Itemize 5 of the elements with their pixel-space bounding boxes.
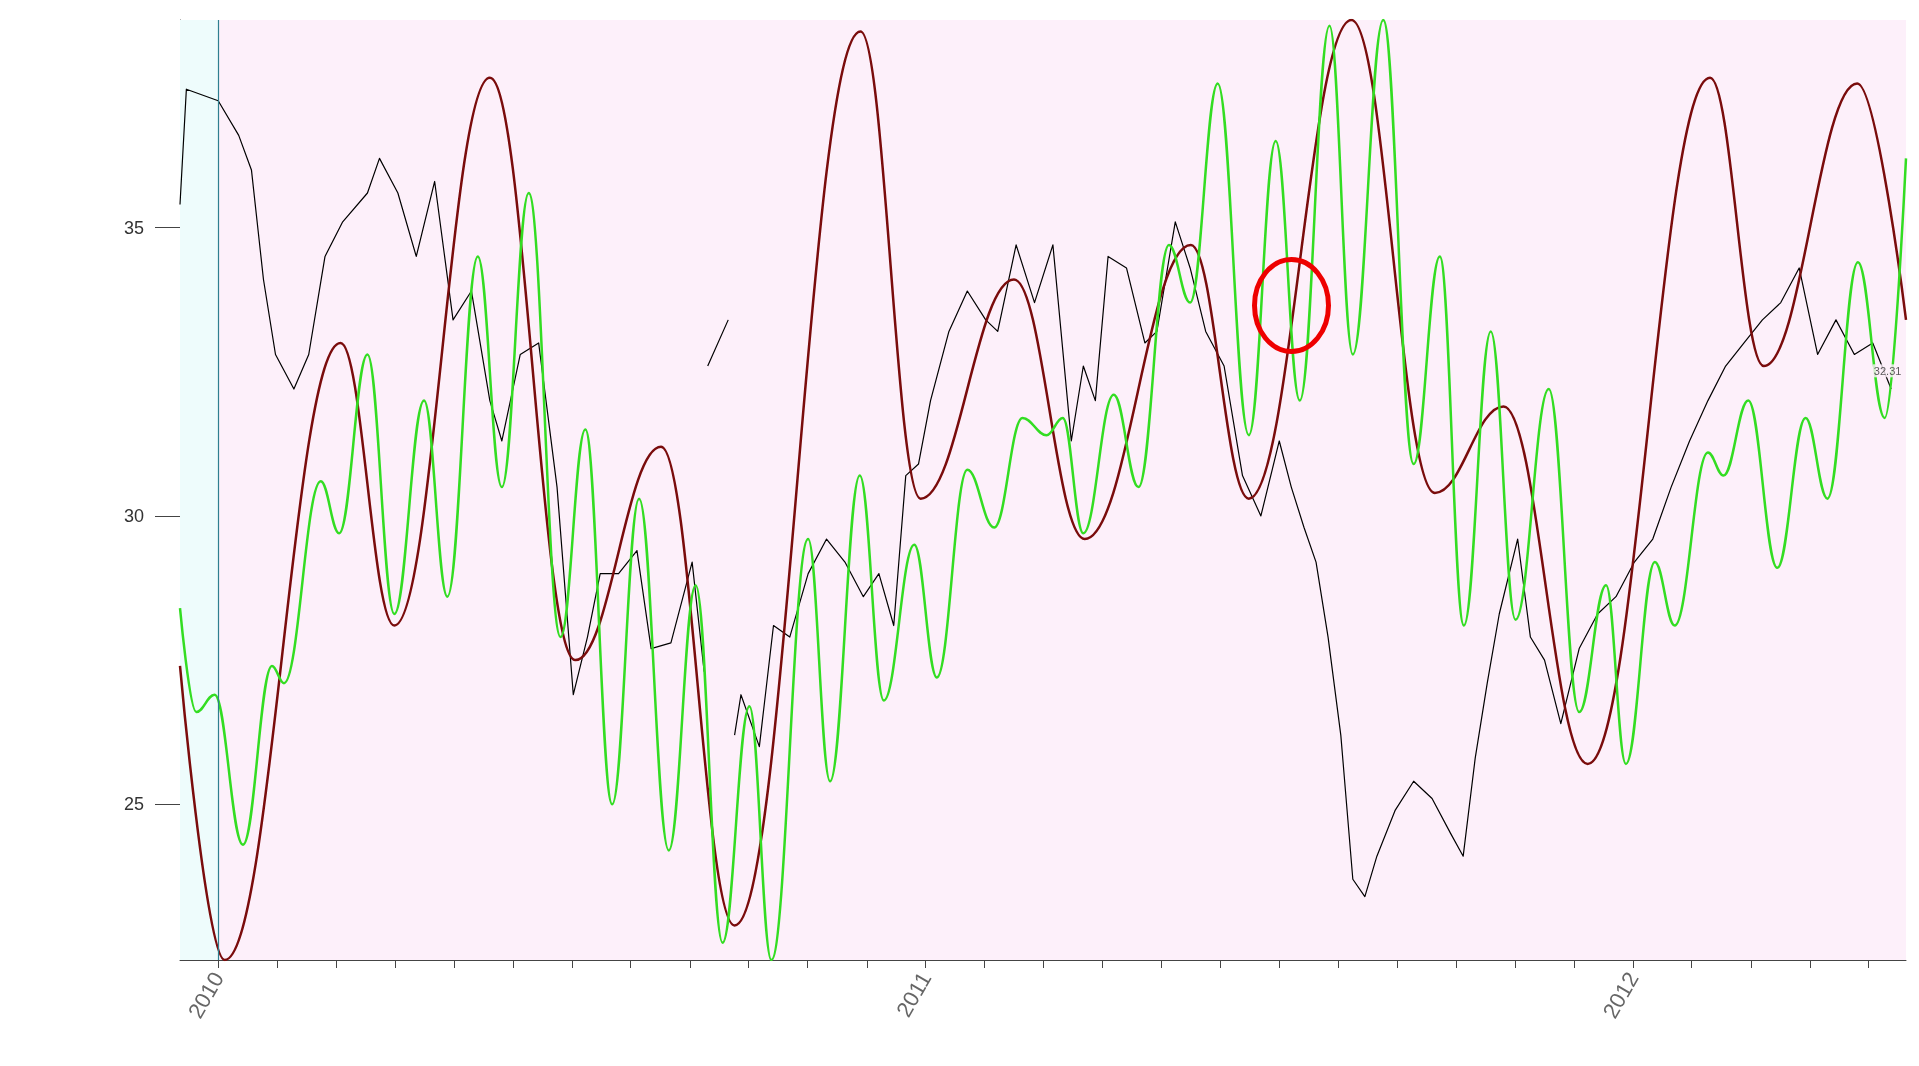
annotation: 32.31	[1873, 364, 1902, 377]
line-series	[178, 18, 1908, 962]
y-tick-label: 30	[123, 505, 144, 526]
y-tick-label: 25	[123, 794, 144, 815]
y-tick-label: 35	[123, 217, 144, 238]
